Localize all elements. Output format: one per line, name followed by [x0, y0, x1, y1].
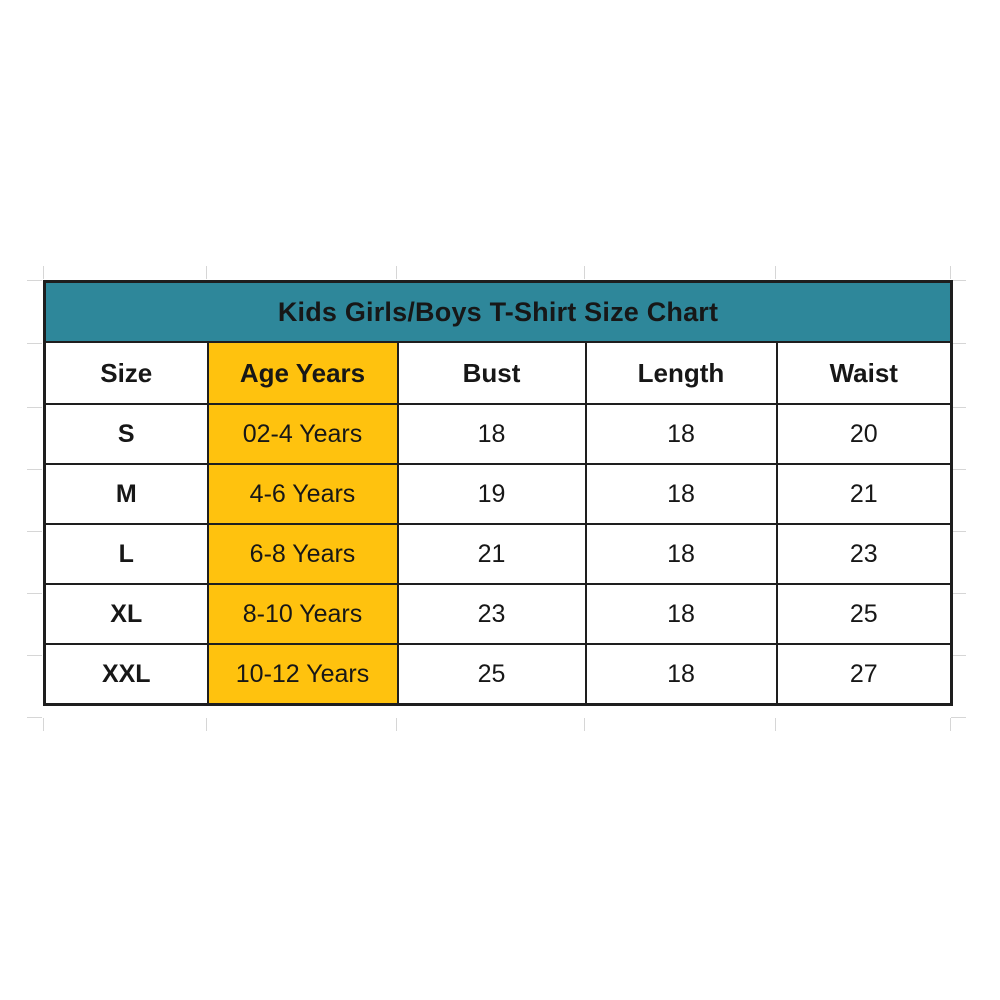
gridline-tick — [27, 655, 42, 656]
gridline-tick — [951, 531, 966, 532]
gridline-tick — [951, 717, 966, 718]
length-cell: 18 — [584, 403, 778, 465]
table-row-xl: XL 8-10 Years 23 18 25 — [43, 583, 953, 645]
size-chart-table: Kids Girls/Boys T-Shirt Size Chart Size … — [43, 280, 954, 706]
header-row: Size Age Years Bust Length Waist — [43, 341, 953, 405]
waist-cell: 27 — [775, 643, 953, 706]
gridline-tick — [775, 718, 776, 731]
gridline-tick — [951, 655, 966, 656]
age-cell: 6-8 Years — [206, 523, 399, 585]
size-cell: XL — [43, 583, 209, 645]
column-header-waist: Waist — [775, 341, 953, 405]
table-row-xxl: XXL 10-12 Years 25 18 27 — [43, 643, 953, 706]
gridline-tick — [27, 469, 42, 470]
size-cell: M — [43, 463, 209, 525]
gridline-tick — [27, 717, 42, 718]
size-cell: XXL — [43, 643, 209, 706]
waist-cell: 23 — [775, 523, 953, 585]
title-row: Kids Girls/Boys T-Shirt Size Chart — [43, 280, 953, 343]
gridline-tick — [27, 407, 42, 408]
size-cell: L — [43, 523, 209, 585]
column-header-bust: Bust — [396, 341, 587, 405]
gridline-tick — [27, 343, 42, 344]
column-header-length: Length — [584, 341, 778, 405]
gridline-tick — [206, 266, 207, 279]
column-header-age-years: Age Years — [206, 341, 399, 405]
gridline-tick — [27, 593, 42, 594]
size-cell: S — [43, 403, 209, 465]
length-cell: 18 — [584, 583, 778, 645]
bust-cell: 18 — [396, 403, 587, 465]
age-cell: 8-10 Years — [206, 583, 399, 645]
bust-cell: 25 — [396, 643, 587, 706]
waist-cell: 20 — [775, 403, 953, 465]
gridline-tick — [951, 593, 966, 594]
gridline-tick — [950, 718, 951, 731]
table-row-s: S 02-4 Years 18 18 20 — [43, 403, 953, 465]
waist-cell: 21 — [775, 463, 953, 525]
gridline-tick — [951, 469, 966, 470]
gridline-tick — [951, 280, 966, 281]
gridline-tick — [396, 718, 397, 731]
gridline-tick — [43, 718, 44, 731]
gridline-tick — [951, 407, 966, 408]
gridline-tick — [27, 531, 42, 532]
gridline-tick — [950, 266, 951, 279]
gridline-tick — [43, 266, 44, 279]
bust-cell: 21 — [396, 523, 587, 585]
gridline-tick — [206, 718, 207, 731]
gridline-tick — [396, 266, 397, 279]
gridline-tick — [951, 343, 966, 344]
age-cell: 4-6 Years — [206, 463, 399, 525]
bust-cell: 23 — [396, 583, 587, 645]
gridline-tick — [27, 280, 42, 281]
table-row-l: L 6-8 Years 21 18 23 — [43, 523, 953, 585]
gridline-tick — [584, 266, 585, 279]
age-cell: 02-4 Years — [206, 403, 399, 465]
length-cell: 18 — [584, 523, 778, 585]
gridline-tick — [775, 266, 776, 279]
bust-cell: 19 — [396, 463, 587, 525]
gridline-tick — [584, 718, 585, 731]
length-cell: 18 — [584, 643, 778, 706]
waist-cell: 25 — [775, 583, 953, 645]
table-title: Kids Girls/Boys T-Shirt Size Chart — [43, 280, 953, 343]
age-cell: 10-12 Years — [206, 643, 399, 706]
table-row-m: M 4-6 Years 19 18 21 — [43, 463, 953, 525]
length-cell: 18 — [584, 463, 778, 525]
column-header-size: Size — [43, 341, 209, 405]
